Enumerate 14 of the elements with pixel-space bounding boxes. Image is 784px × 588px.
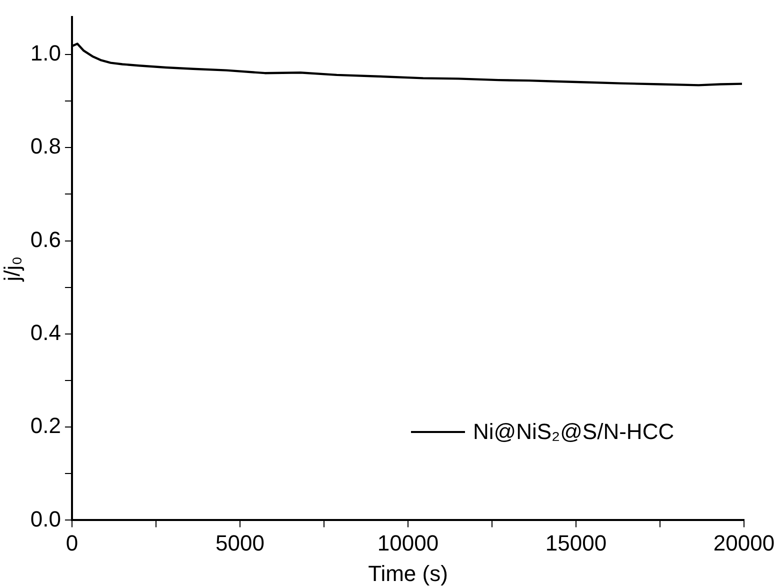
y-axis-title: j/j₀ (0, 256, 24, 282)
x-tick-label: 15000 (545, 530, 607, 556)
x-tick-label: 5000 (216, 530, 264, 556)
y-tick-label: 1.0 (30, 40, 61, 66)
x-tick-label: 20000 (713, 530, 775, 556)
x-tick-label: 10000 (377, 530, 439, 556)
legend-label: Ni@NiS₂@S/N-HCC (473, 419, 674, 446)
y-tick-label: 0.2 (30, 413, 61, 438)
y-tick-label: 0.6 (30, 226, 61, 252)
x-axis-title: Time (s) (368, 560, 448, 586)
y-tick-label: 0.8 (30, 134, 61, 159)
x-tick-label: 0 (66, 530, 78, 556)
y-tick-label: 0.0 (30, 506, 61, 532)
y-tick-label: 0.4 (30, 320, 61, 345)
